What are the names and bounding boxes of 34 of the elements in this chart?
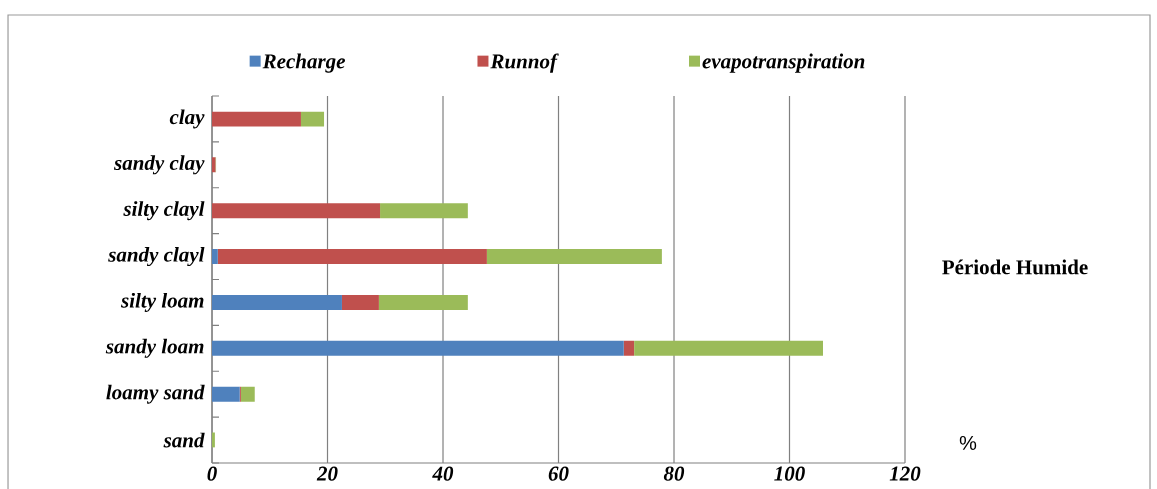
text: Période Humide [942,259,1088,275]
bar [634,340,823,356]
legend-label: evapotranspiration [702,53,865,73]
y-tick-label: sandy clay [113,155,205,175]
bar [378,294,468,310]
bar [212,386,240,402]
bar [341,294,379,310]
bar [212,294,342,310]
x-tick-label: 60 [548,466,569,481]
x-tick-label: 80 [663,466,685,481]
text: % [959,435,977,450]
bar [240,386,255,402]
bar [217,249,487,265]
x-tick-label: 40 [432,466,454,481]
y-tick-label: clay [169,109,205,129]
y-tick-label: sandy clayl [108,247,205,267]
bar [486,249,662,265]
bar [380,203,468,219]
bar [623,340,635,356]
x-tick-label: 0 [207,466,217,481]
legend-label: Recharge [262,53,346,73]
x-tick-label: 120 [889,466,921,481]
y-tick-label: silty clayl [123,201,205,221]
legend-label: Runnof [490,53,559,73]
bar [212,111,301,127]
y-tick-label: loamy sand [106,384,205,404]
bar [212,203,381,219]
y-tick-label: sandy loam [105,338,204,358]
y-tick-label: sand [163,432,205,448]
x-tick-label: 100 [774,466,805,481]
bar [300,111,325,127]
x-tick-label: 20 [316,466,338,481]
bar [212,340,624,356]
y-tick-label: silty loam [120,292,204,312]
